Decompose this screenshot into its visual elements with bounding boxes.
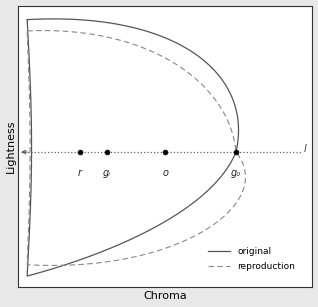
- Text: l: l: [304, 144, 306, 154]
- Text: g₀: g₀: [231, 168, 241, 177]
- Y-axis label: Lightness: Lightness: [5, 120, 16, 173]
- Text: r: r: [78, 168, 82, 177]
- Legend: original, reproduction: original, reproduction: [204, 244, 299, 274]
- Text: gᵢ: gᵢ: [103, 168, 111, 177]
- Text: o: o: [162, 168, 169, 177]
- X-axis label: Chroma: Chroma: [143, 291, 187, 301]
